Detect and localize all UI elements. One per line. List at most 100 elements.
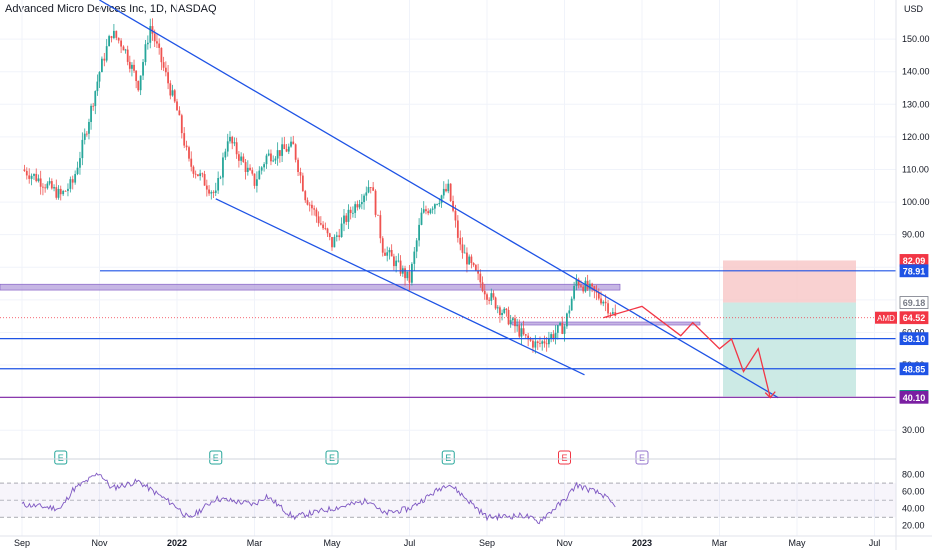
candle-body xyxy=(212,192,215,193)
candle-body xyxy=(514,318,516,327)
price-tick-label: 90.00 xyxy=(902,230,925,240)
earnings-marker xyxy=(558,450,571,465)
candle-body xyxy=(397,260,400,262)
candle-body xyxy=(53,187,55,189)
candle-body xyxy=(188,147,190,159)
candle-body xyxy=(101,58,103,73)
candle-body xyxy=(308,204,311,206)
candle-body xyxy=(532,340,534,348)
candle-body xyxy=(369,187,372,188)
candle-body xyxy=(81,139,84,159)
candle-body xyxy=(356,204,359,208)
earnings-marker xyxy=(209,450,223,465)
zones-layer xyxy=(0,260,856,397)
candle-body xyxy=(390,249,393,257)
candle-body xyxy=(156,41,158,44)
candle-body xyxy=(408,271,411,283)
rsi-tick-label: 40.00 xyxy=(902,504,925,514)
candle-body xyxy=(64,190,67,192)
candle-body xyxy=(607,303,609,314)
earnings-marker-label: E xyxy=(329,453,335,463)
earnings-marker xyxy=(325,450,339,465)
candle-body xyxy=(301,175,304,192)
candle-body xyxy=(124,49,127,51)
candle-body xyxy=(352,212,354,214)
candle-body xyxy=(222,157,224,178)
candle-body xyxy=(128,61,131,69)
candle-body xyxy=(363,195,365,203)
candle-body xyxy=(319,223,322,225)
candle-body xyxy=(83,133,86,140)
candle-body xyxy=(470,256,473,263)
candle-body xyxy=(395,260,398,267)
candle-body xyxy=(226,141,229,152)
candle-body xyxy=(306,200,309,205)
candle-body xyxy=(265,155,268,165)
candle-body xyxy=(575,279,578,286)
candle-body xyxy=(180,115,183,134)
candle-body xyxy=(474,265,477,271)
candle-body xyxy=(167,72,169,84)
candle-body xyxy=(57,188,60,198)
candle-body xyxy=(270,153,272,162)
candle-body xyxy=(536,341,539,343)
candle-body xyxy=(171,90,174,96)
ticker-badge xyxy=(875,311,897,324)
candle-body xyxy=(44,187,47,189)
price-tick-label: 100.00 xyxy=(902,197,930,207)
candle-body xyxy=(299,172,302,176)
candle-body xyxy=(110,36,113,39)
candle-body xyxy=(561,322,564,334)
candle-body xyxy=(333,236,336,248)
candle-body xyxy=(231,136,234,144)
candle-body xyxy=(317,216,320,224)
candle-body xyxy=(360,202,363,205)
candle-body xyxy=(192,166,195,174)
candle-body xyxy=(115,30,118,38)
candle-body xyxy=(210,192,213,194)
candle-body xyxy=(173,90,176,102)
candle-body xyxy=(335,235,338,237)
candle-body xyxy=(69,179,72,189)
candle-body xyxy=(433,204,436,209)
candle-body xyxy=(142,62,144,76)
earnings-marker xyxy=(54,450,68,465)
candle-body xyxy=(499,307,501,316)
candle-body xyxy=(456,220,459,238)
candle-body xyxy=(208,189,210,194)
candle-body xyxy=(345,215,348,222)
candle-body xyxy=(422,209,425,213)
candle-body xyxy=(449,183,452,201)
candle-body xyxy=(340,223,343,238)
candle-body xyxy=(338,235,341,238)
candle-body xyxy=(194,173,197,175)
candle-body xyxy=(602,301,605,304)
rsi-tick-label: 60.00 xyxy=(902,487,925,497)
candle-body xyxy=(88,121,90,134)
candle-body xyxy=(442,188,445,196)
candle-body xyxy=(418,224,420,241)
candle-body xyxy=(25,170,28,176)
price-axis-badge-label: 78.91 xyxy=(903,266,926,276)
candle-body xyxy=(436,204,439,205)
candle-body xyxy=(294,144,297,160)
candle-body xyxy=(315,209,318,217)
candle-body xyxy=(46,183,49,189)
candle-body xyxy=(251,170,254,174)
candle-body xyxy=(287,146,290,152)
candle-body xyxy=(507,309,510,325)
candle-body xyxy=(217,178,220,191)
candle-body xyxy=(160,47,163,63)
candle-body xyxy=(541,341,544,344)
candle-body xyxy=(582,286,585,292)
take-profit-zone xyxy=(723,302,856,397)
candle-body xyxy=(501,312,503,316)
candle-body xyxy=(411,263,413,283)
projection-arrowhead xyxy=(764,391,776,399)
candle-body xyxy=(37,178,40,182)
price-tick-label: 130.00 xyxy=(902,99,930,109)
candle-body xyxy=(281,144,284,156)
candle-body xyxy=(543,341,546,344)
